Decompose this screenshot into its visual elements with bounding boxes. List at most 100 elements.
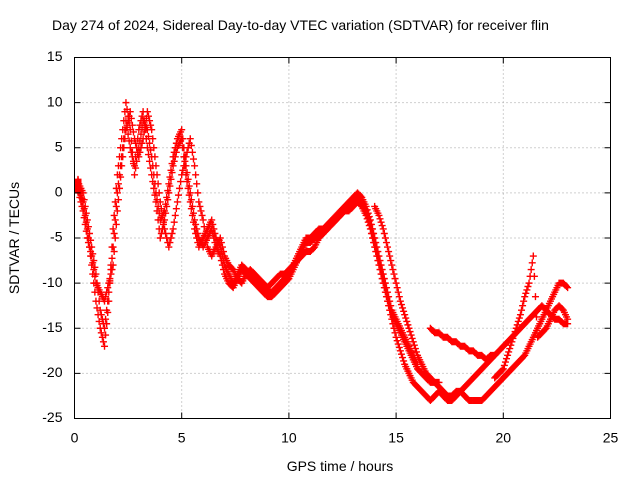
x-tick-label: 0 [71, 430, 79, 446]
y-tick-label: -15 [42, 319, 62, 335]
data-point [161, 225, 169, 233]
data-point [192, 171, 200, 179]
data-point [201, 229, 209, 237]
x-tick-label: 20 [496, 430, 512, 446]
data-point [133, 157, 141, 165]
data-point [128, 121, 136, 129]
data-point [384, 297, 392, 305]
data-point [166, 239, 174, 247]
data-point [140, 128, 148, 136]
data-point [385, 248, 393, 256]
data-point [169, 225, 177, 233]
data-point [168, 160, 176, 168]
data-point [208, 216, 216, 224]
data-point [378, 275, 386, 283]
data-point [216, 234, 224, 242]
data-point [199, 216, 207, 224]
data-point [509, 334, 517, 342]
series-track-3 [74, 108, 572, 404]
data-point [378, 222, 386, 230]
data-point [170, 218, 178, 226]
data-point [105, 279, 113, 287]
data-point [181, 157, 189, 165]
data-point [382, 239, 390, 247]
data-point [169, 153, 177, 161]
data-point [112, 220, 120, 228]
data-point [522, 289, 530, 297]
data-point [527, 266, 535, 274]
data-point [521, 293, 529, 301]
data-point [103, 288, 111, 296]
data-point [195, 198, 203, 206]
data-point [137, 144, 145, 152]
x-tick-label: 15 [388, 430, 404, 446]
data-point [382, 293, 390, 301]
data-point [498, 366, 506, 374]
data-point [152, 162, 160, 170]
data-point [506, 345, 514, 353]
data-point [122, 126, 130, 134]
data-point [410, 341, 418, 349]
data-point [407, 331, 415, 339]
data-point [406, 328, 414, 336]
data-point [386, 306, 394, 314]
data-point [165, 180, 173, 188]
data-point [220, 248, 228, 256]
data-point [110, 229, 118, 237]
data-point [167, 234, 175, 242]
data-point [209, 220, 217, 228]
data-point [143, 108, 151, 116]
data-point [183, 169, 191, 177]
data-point [524, 283, 532, 291]
data-point [386, 252, 394, 260]
plot-marks [74, 99, 572, 404]
data-point [400, 307, 408, 315]
data-point [530, 272, 538, 280]
data-point [101, 297, 109, 305]
data-point [508, 338, 516, 346]
data-point [102, 331, 110, 339]
data-point [208, 225, 216, 233]
data-point [391, 329, 399, 337]
data-point [399, 354, 407, 362]
data-point [162, 200, 170, 208]
data-point [76, 193, 84, 201]
data-point [515, 314, 523, 322]
data-point [163, 193, 171, 201]
data-point [148, 126, 156, 134]
data-point [114, 196, 122, 204]
data-point [564, 315, 572, 323]
data-point [394, 340, 402, 348]
data-point [107, 270, 115, 278]
data-point [144, 112, 152, 120]
data-point [118, 162, 126, 170]
data-point [122, 99, 130, 107]
series-track-6 [491, 252, 572, 382]
data-point [153, 171, 161, 179]
y-tick-label: -5 [50, 229, 63, 245]
data-point [395, 343, 403, 351]
data-point [189, 155, 197, 163]
data-point [192, 220, 200, 228]
x-tick-label: 5 [178, 430, 186, 446]
series-track-4 [371, 202, 572, 404]
data-point [220, 266, 228, 274]
data-point [147, 121, 155, 129]
data-point [405, 324, 413, 332]
axis-ticks: 0 5 10 15 20 25 -25 -20 -15 -10 -5 0 5 10 15 [42, 48, 618, 445]
data-point [505, 348, 513, 356]
data-point [373, 252, 381, 260]
x-tick-label: 10 [281, 430, 297, 446]
data-point [387, 311, 395, 319]
data-point [528, 259, 536, 267]
data-point [138, 112, 146, 120]
data-point [400, 357, 408, 365]
data-point [188, 148, 196, 156]
data-point [374, 257, 382, 265]
data-point [510, 331, 518, 339]
data-point [146, 139, 154, 147]
data-point [193, 180, 201, 188]
y-tick-label: 10 [47, 93, 63, 109]
data-point [391, 275, 399, 283]
